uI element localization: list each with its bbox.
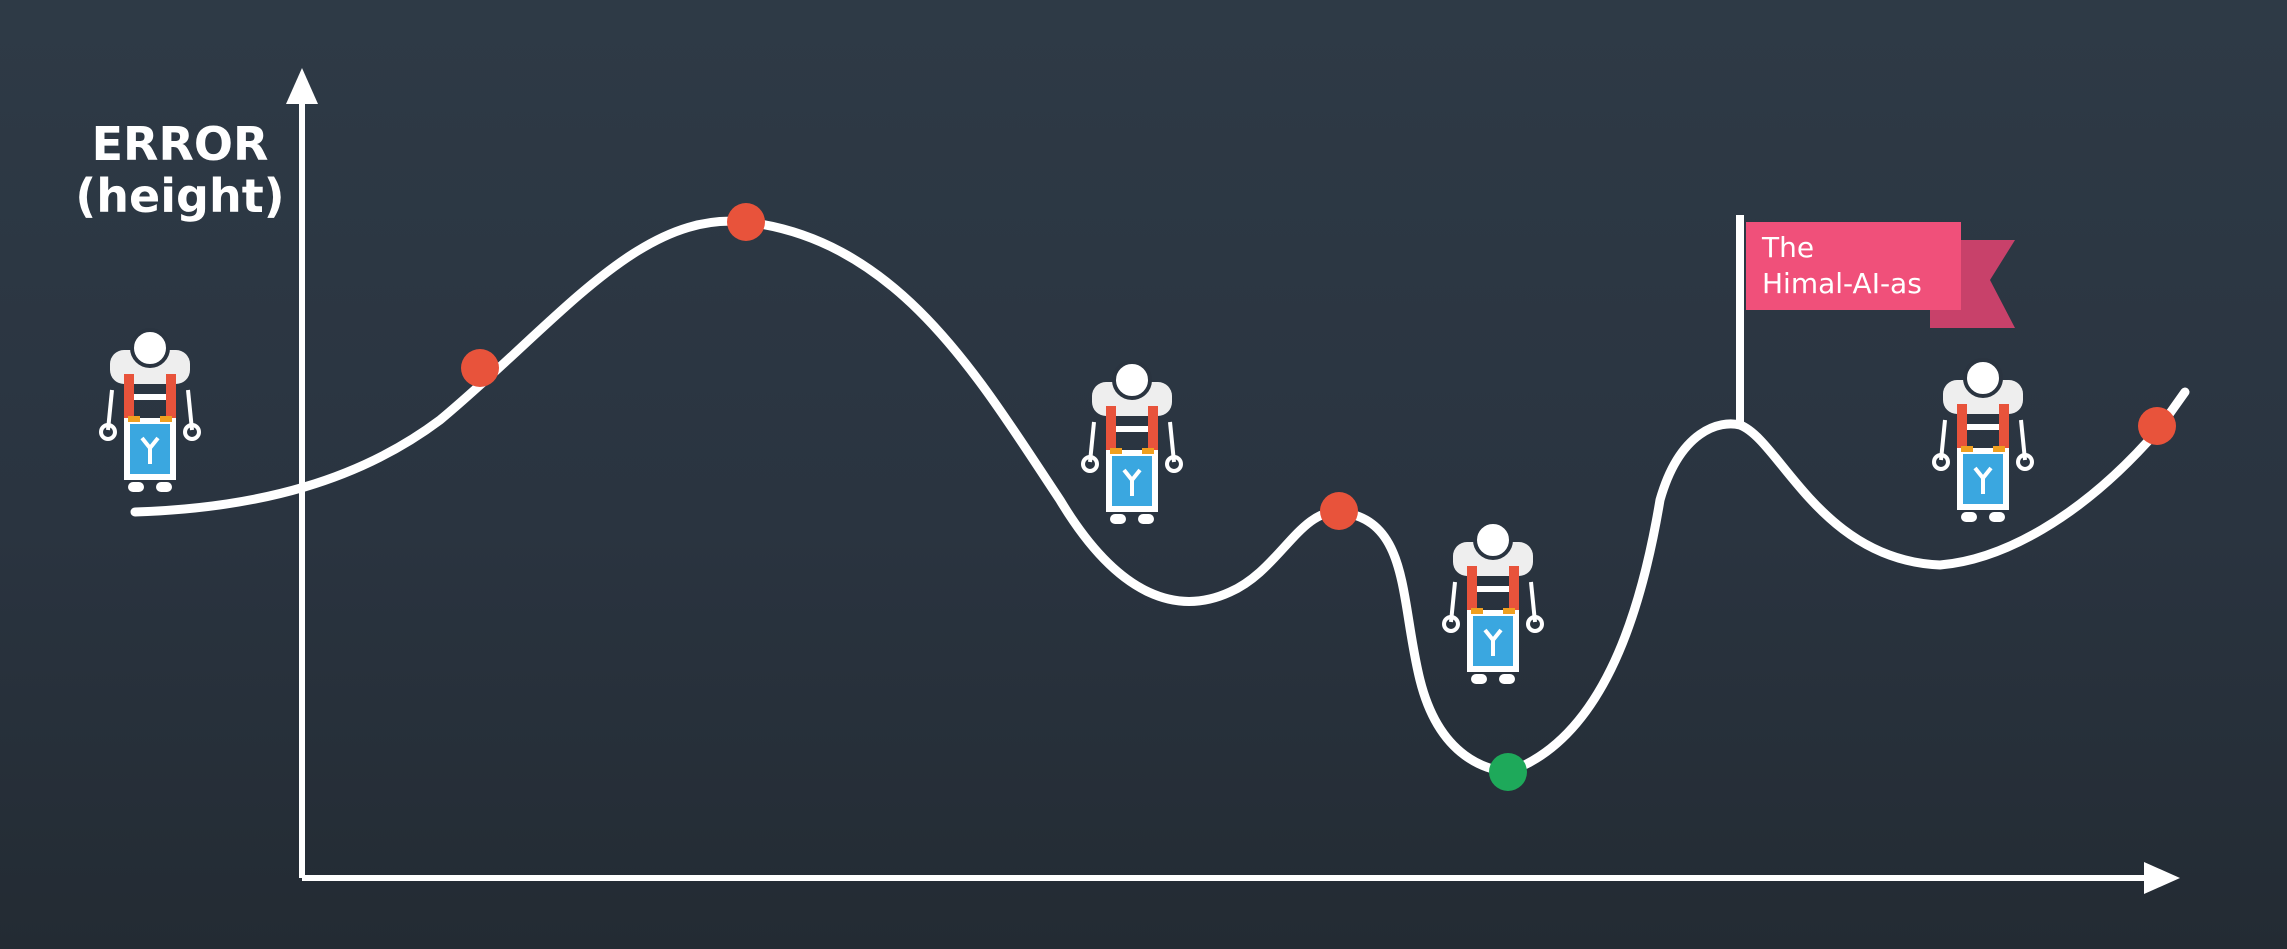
robot-icon	[1081, 360, 1183, 526]
robot-icon	[99, 328, 201, 494]
red-point	[461, 349, 499, 387]
y-axis-label: ERROR (height)	[60, 118, 300, 222]
robot-icon	[1932, 358, 2034, 524]
flag-label-line1: The	[1762, 231, 1815, 264]
error-curve	[130, 216, 2190, 777]
red-point	[727, 203, 765, 241]
himal-ai-as-flag	[1736, 215, 2015, 425]
y-axis-label-line1: ERROR	[91, 117, 269, 171]
green-minimum-point	[1489, 753, 1527, 791]
flag-label: The Himal-AI-as	[1762, 230, 1922, 302]
red-point	[1320, 492, 1358, 530]
flag-label-line2: Himal-AI-as	[1762, 267, 1922, 300]
robot-icon	[1442, 520, 1544, 686]
x-axis	[302, 862, 2180, 894]
y-axis-label-line2: (height)	[75, 169, 285, 223]
red-point	[2138, 407, 2176, 445]
